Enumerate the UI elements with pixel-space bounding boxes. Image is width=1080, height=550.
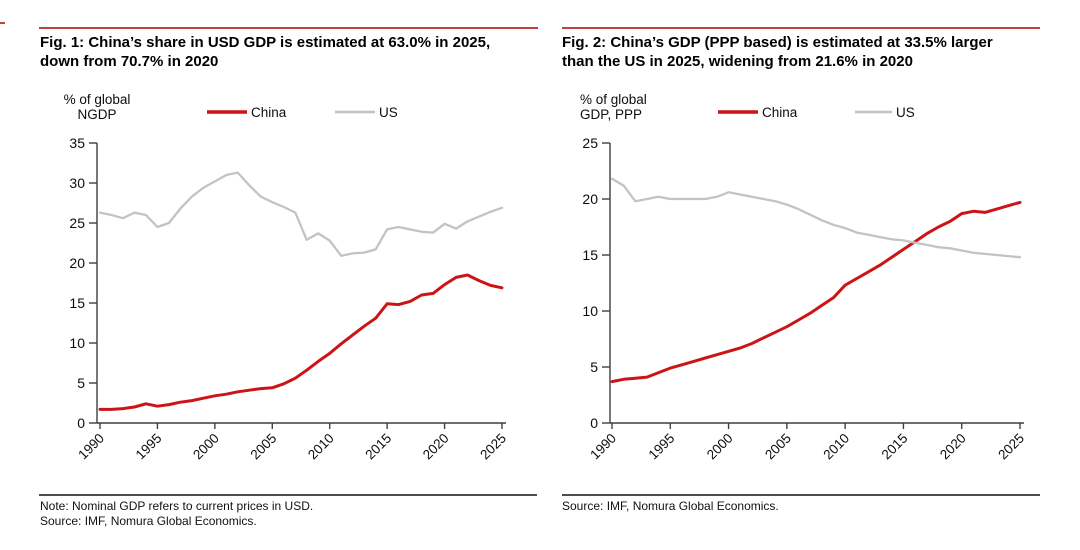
series-line-china [610, 200, 1022, 384]
series-line-china [98, 273, 504, 411]
y-tick-label: 15 [582, 247, 598, 263]
legend-label-china: China [251, 105, 287, 120]
page-edge-red-mark [0, 22, 5, 24]
y-tick-label: 35 [69, 135, 85, 151]
x-tick-label: 1995 [646, 431, 678, 463]
y-tick-label: 20 [69, 255, 85, 271]
y-tick-label: 15 [69, 295, 85, 311]
y-tick-label: 25 [582, 135, 598, 151]
y-tick-label: 0 [590, 415, 598, 431]
figure-1-notes: Note: Nominal GDP refers to current pric… [40, 499, 313, 529]
x-tick-label: 2015 [879, 431, 911, 463]
figure-1-note: Note: Nominal GDP refers to current pric… [40, 499, 314, 513]
y-tick-label: 10 [582, 303, 598, 319]
y-axis-unit-label: NGDP [77, 107, 116, 122]
figure-2-title-line-2: than the US in 2025, widening from 21.6%… [562, 53, 913, 70]
x-tick-label: 1990 [587, 431, 619, 463]
x-tick-label: 1990 [75, 431, 107, 463]
y-tick-label: 5 [77, 375, 85, 391]
figure-1-title: Fig. 1: China’s share in USD GDP is esti… [40, 33, 540, 71]
x-tick-label: 2005 [762, 431, 794, 463]
x-tick-label: 2000 [704, 431, 736, 463]
x-tick-label: 2025 [477, 431, 509, 463]
figure-2-footer-rule [562, 494, 1040, 496]
x-tick-label: 2025 [995, 431, 1027, 463]
y-tick-label: 30 [69, 175, 85, 191]
figure-1-panel: Fig. 1: China’s share in USD GDP is esti… [39, 27, 540, 529]
x-tick-label: 2020 [420, 431, 452, 463]
y-axis-unit-label: GDP, PPP [580, 107, 642, 122]
x-tick-label: 2010 [305, 431, 337, 463]
series-line-us [610, 177, 1022, 259]
y-tick-label: 20 [582, 191, 598, 207]
figure-1-title-line-2: down from 70.7% in 2020 [40, 53, 219, 70]
figure-1-title-line-1: Fig. 1: China’s share in USD GDP is esti… [40, 34, 491, 51]
figure-2-notes: Source: IMF, Nomura Global Economics. [562, 499, 779, 514]
figure-1-footer-rule [39, 494, 537, 496]
series-line-us [98, 171, 504, 257]
x-tick-label: 2010 [820, 431, 852, 463]
y-axis-unit-label: % of global [64, 92, 131, 107]
y-tick-label: 10 [69, 335, 85, 351]
legend-label-us: US [896, 105, 915, 120]
legend-label-china: China [762, 105, 798, 120]
figure-1-top-rule [39, 27, 538, 29]
y-tick-label: 5 [590, 359, 598, 375]
figure-1-source: Source: IMF, Nomura Global Economics. [40, 514, 257, 528]
x-tick-label: 1995 [133, 431, 165, 463]
figure-2-title: Fig. 2: China’s GDP (PPP based) is estim… [562, 33, 1067, 71]
y-axis-unit-label: % of global [580, 92, 647, 107]
x-tick-label: 2000 [190, 431, 222, 463]
figure-2-title-line-1: Fig. 2: China’s GDP (PPP based) is estim… [562, 34, 993, 51]
x-tick-label: 2015 [362, 431, 394, 463]
y-tick-label: 25 [69, 215, 85, 231]
x-tick-label: 2020 [937, 431, 969, 463]
figure-2-source: Source: IMF, Nomura Global Economics. [562, 499, 779, 513]
figure-2-panel: Fig. 2: China’s GDP (PPP based) is estim… [540, 0, 1080, 550]
figure-2-top-rule [562, 27, 1040, 29]
x-tick-label: 2005 [248, 431, 280, 463]
y-tick-label: 0 [77, 415, 85, 431]
legend-label-us: US [379, 105, 398, 120]
